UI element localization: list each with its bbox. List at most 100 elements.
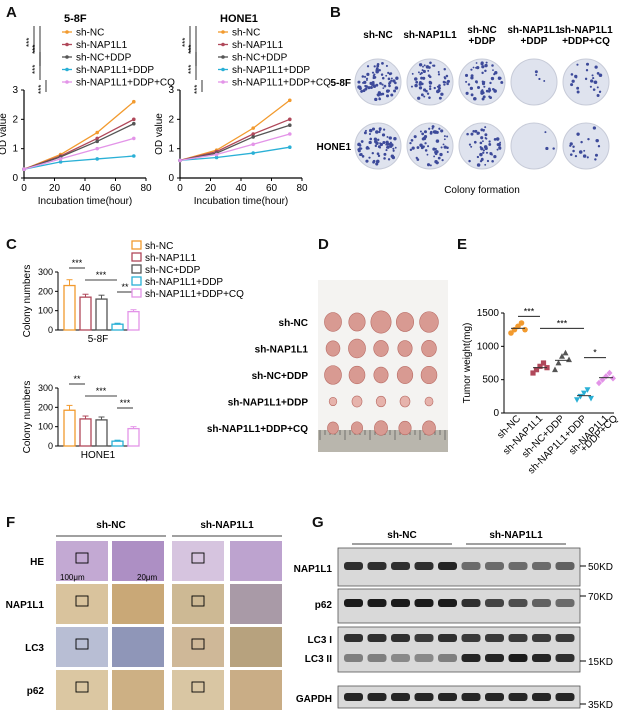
colony-dot <box>366 79 368 81</box>
colony-dot <box>432 130 437 134</box>
ihc-row-label: NAP1L1 <box>6 600 45 611</box>
x-tick-label: 40 <box>235 183 247 194</box>
colony-dot <box>374 144 378 148</box>
colony-dot <box>434 150 438 154</box>
protein-band <box>555 599 575 607</box>
colony-dot <box>418 63 423 67</box>
colony-dot <box>481 140 484 143</box>
colony-dot <box>439 87 442 90</box>
colony-dot <box>444 81 447 84</box>
colony-dot <box>373 73 376 76</box>
colony-dot <box>428 80 432 84</box>
protein-band <box>555 693 575 701</box>
x-axis-label: Incubation time(hour) <box>38 196 133 207</box>
colony-dot <box>369 128 373 133</box>
legend-label: sh-NAP1L1 <box>145 253 197 264</box>
colony-dot <box>465 73 469 77</box>
colony-dot <box>440 129 444 133</box>
x-tick-label: 80 <box>296 183 308 194</box>
plate-column-label: +DDP <box>521 36 548 47</box>
colony-dot <box>485 89 489 93</box>
tumor <box>324 365 342 385</box>
y-axis-label: Colony numbers <box>22 381 33 454</box>
legend-label: sh-NC <box>232 28 260 39</box>
colony-dot <box>480 61 484 65</box>
sig-label: *** <box>96 386 107 396</box>
colony-dot <box>596 93 600 97</box>
tumor <box>324 312 342 332</box>
sig-label: *** <box>37 85 46 94</box>
chart-title: HONE1 <box>81 450 116 461</box>
legend-swatch <box>131 276 142 286</box>
colony-dot <box>585 62 590 66</box>
colony-dot <box>425 89 428 93</box>
colony-dot <box>367 147 370 150</box>
culture-plate <box>406 122 454 170</box>
protein-band <box>532 562 551 570</box>
colony-dot <box>440 92 444 96</box>
colony-dot <box>379 93 382 96</box>
legend-swatch <box>131 240 142 250</box>
colony-dot <box>419 130 422 133</box>
colony-dot <box>389 72 393 75</box>
colony-dot <box>369 86 373 90</box>
y-tick-label: 0 <box>493 408 499 419</box>
y-tick-label: 2 <box>12 114 18 125</box>
data-point <box>606 369 613 377</box>
colony-dot <box>435 130 439 134</box>
legend-label: sh-NC <box>145 241 173 252</box>
colony-dot <box>375 83 378 86</box>
colony-dot <box>434 147 437 151</box>
colony-dot <box>411 146 415 150</box>
colony-dot <box>446 82 449 86</box>
legend-label: sh-NAP1L1+DDP+CQ <box>232 78 331 89</box>
colony-dot <box>493 154 497 159</box>
y-tick-label: 1 <box>12 144 18 155</box>
colony-dot <box>392 147 395 150</box>
tumor <box>370 310 392 334</box>
data-point <box>95 130 99 135</box>
colony-dot <box>424 149 428 152</box>
colony-dot <box>366 145 369 148</box>
colony-dot <box>428 85 432 88</box>
colony-dot <box>395 76 399 80</box>
protein-band <box>555 654 575 662</box>
colony-dot <box>476 132 479 135</box>
colony-dot <box>499 77 502 80</box>
colony-dot <box>435 139 440 143</box>
colony-dot <box>375 162 379 166</box>
protein-band <box>532 693 551 701</box>
ihc-image <box>112 670 164 710</box>
colony-dot <box>409 141 412 145</box>
tumor <box>351 395 363 408</box>
colony-dot <box>500 81 504 84</box>
colony-dot <box>368 156 371 159</box>
panel-letter-b: B <box>330 4 341 21</box>
colony-dot <box>427 145 430 148</box>
blot-row-label: LC3 II <box>305 654 332 665</box>
colony-dot <box>442 80 446 84</box>
protein-band <box>461 599 481 607</box>
colony-dot <box>569 153 573 156</box>
colony-dot <box>443 138 446 141</box>
legend-marker <box>221 80 225 84</box>
colony-dot <box>415 80 419 84</box>
colony-dot <box>584 77 588 81</box>
data-point <box>559 353 565 359</box>
protein-band <box>508 693 528 701</box>
data-point <box>288 117 292 122</box>
legend-marker <box>221 42 225 47</box>
protein-band <box>391 634 410 642</box>
blot-strip <box>337 626 581 673</box>
y-axis-label: Colony numbers <box>22 265 33 338</box>
colony-dot <box>428 66 431 69</box>
plate-column-label: sh-NAP1L1 <box>403 30 457 41</box>
ihc-image <box>230 627 282 667</box>
colony-dot <box>479 141 483 145</box>
culture-plate <box>562 122 610 170</box>
culture-plate <box>458 122 506 170</box>
legend-label: sh-NAP1L1+DDP <box>232 65 310 76</box>
tumor <box>419 311 439 333</box>
y-tick-label: 200 <box>38 286 53 296</box>
legend-label: sh-NC+DDP <box>232 53 288 64</box>
